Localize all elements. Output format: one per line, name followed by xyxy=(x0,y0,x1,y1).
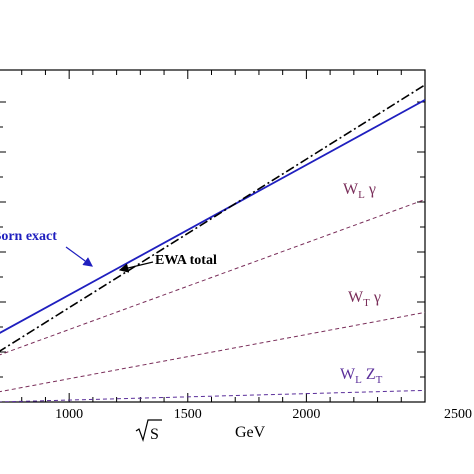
label-wl-zt-main: W xyxy=(340,366,356,383)
label-wl-gamma-tail: γ xyxy=(365,181,376,198)
label-wt-gamma-main: W xyxy=(348,289,364,306)
arrow-ewa-total xyxy=(118,261,154,273)
label-wl-zt-sub2: T xyxy=(376,374,383,386)
label-wt-gamma-tail: γ xyxy=(370,289,381,306)
label-wl-zt-mid: Z xyxy=(362,366,376,383)
x-axis-unit: GeV xyxy=(235,424,266,441)
sqrt-symbol xyxy=(135,419,162,443)
x-tick-label-1000: 1000 xyxy=(55,407,83,422)
label-wl-zt-sub: L xyxy=(355,374,362,386)
label-wt-gamma-sub: T xyxy=(363,297,370,309)
series-line-born-exact xyxy=(0,99,425,334)
x-tick-label-1500: 1500 xyxy=(174,407,202,422)
series-line-ewa-total xyxy=(0,84,425,352)
series-line-wl-gamma xyxy=(0,199,425,356)
label-wl-zt: WL ZT xyxy=(340,366,383,386)
x-axis-symbol: S xyxy=(150,426,159,443)
label-wl-gamma: WL γ xyxy=(343,181,376,201)
series-line-wt-gamma xyxy=(0,311,425,393)
x-tick-label-2500: 2500 xyxy=(444,407,472,422)
x-tick-label-2000: 2000 xyxy=(292,407,320,422)
series-line-wl-zt xyxy=(0,389,425,402)
arrow-born-exact xyxy=(65,246,93,267)
label-wl-gamma-main: W xyxy=(343,181,359,198)
label-ewa-total: EWA total xyxy=(155,253,217,268)
label-wl-gamma-sub: L xyxy=(358,189,365,201)
label-born-exact: Born exact xyxy=(0,229,57,244)
x-tick-labels: 1000 1500 2000 2500 xyxy=(55,407,472,422)
label-wt-gamma: WT γ xyxy=(348,289,381,309)
